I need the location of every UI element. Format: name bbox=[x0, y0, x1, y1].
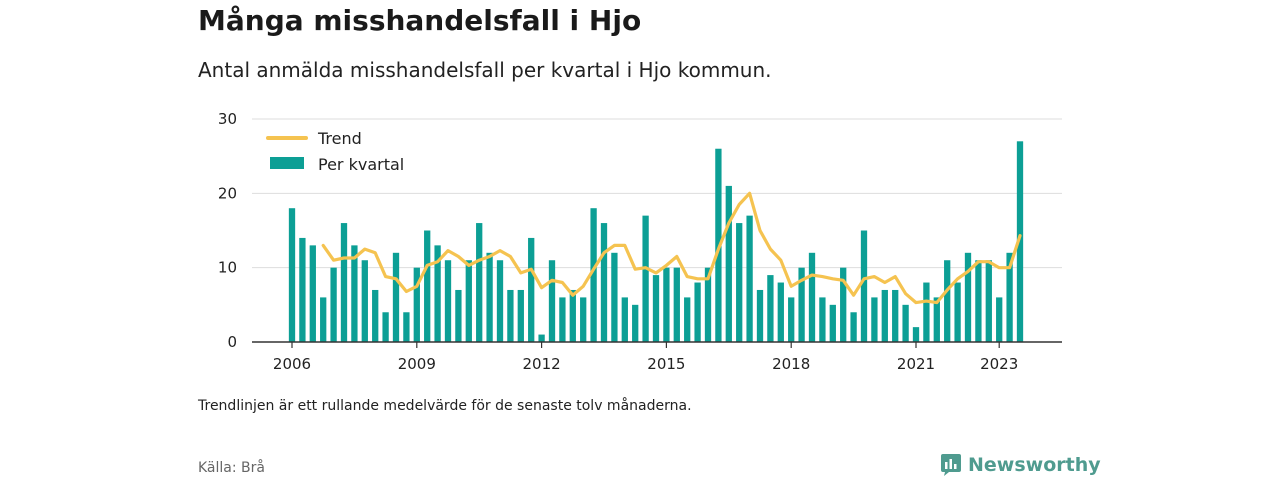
y-tick-label: 20 bbox=[218, 184, 237, 202]
x-tick-label: 2018 bbox=[772, 355, 810, 373]
bar bbox=[340, 223, 348, 342]
bar bbox=[663, 267, 670, 342]
bar bbox=[704, 267, 712, 342]
y-tick-label: 10 bbox=[218, 259, 237, 277]
bar bbox=[892, 289, 899, 342]
bar bbox=[507, 289, 514, 342]
bar bbox=[580, 297, 587, 342]
bar bbox=[736, 223, 743, 342]
bar bbox=[871, 297, 878, 342]
x-tick-label: 2015 bbox=[647, 355, 685, 373]
x-tick-label: 2021 bbox=[897, 355, 935, 373]
bar bbox=[548, 260, 556, 342]
y-tick-label: 0 bbox=[227, 333, 237, 351]
bar bbox=[444, 260, 452, 342]
bar bbox=[933, 297, 940, 342]
bar bbox=[777, 282, 784, 342]
logo-chart-icon bbox=[941, 454, 961, 476]
bar bbox=[403, 312, 410, 342]
bar bbox=[694, 282, 701, 342]
legend-bar-label: Per kvartal bbox=[318, 155, 404, 174]
bar bbox=[424, 230, 431, 342]
bar bbox=[351, 245, 358, 342]
bar bbox=[944, 260, 951, 342]
bar bbox=[434, 245, 441, 342]
bar bbox=[642, 215, 649, 342]
bar bbox=[850, 312, 857, 342]
bar bbox=[829, 304, 836, 342]
legend: Trend Per kvartal bbox=[266, 129, 404, 174]
bar bbox=[299, 237, 306, 342]
footnote: Trendlinjen är ett rullande medelvärde f… bbox=[198, 398, 692, 414]
bar bbox=[538, 334, 545, 342]
bar bbox=[881, 289, 888, 342]
trend-line bbox=[321, 191, 1022, 305]
bar bbox=[746, 215, 753, 342]
trend-series bbox=[321, 191, 1022, 305]
bar bbox=[528, 237, 535, 342]
bar bbox=[569, 289, 576, 342]
legend-bar-swatch bbox=[270, 157, 304, 169]
chart-svg: 0 10 20 30 2006 2009 2012 2015 2018 2021 2023 Tre… bbox=[218, 110, 1062, 373]
source-text: Källa: Brå bbox=[198, 460, 265, 476]
bar bbox=[860, 230, 868, 342]
bar bbox=[673, 267, 680, 342]
bar bbox=[975, 260, 982, 342]
bar bbox=[632, 304, 639, 342]
x-axis-ticks: 2006 2009 2012 2015 2018 2021 2023 bbox=[273, 342, 1018, 373]
bar bbox=[517, 289, 524, 342]
newsworthy-logo[interactable]: Newsworthy bbox=[940, 451, 1101, 479]
bar bbox=[600, 223, 608, 342]
bar bbox=[372, 289, 379, 342]
bar bbox=[361, 260, 368, 342]
bar bbox=[382, 312, 389, 342]
y-tick-label: 30 bbox=[218, 110, 237, 128]
bar bbox=[590, 208, 597, 342]
bar bbox=[684, 297, 691, 342]
bar bbox=[309, 245, 316, 342]
y-axis-ticks: 0 10 20 30 bbox=[218, 110, 237, 351]
bar bbox=[996, 297, 1003, 342]
bar bbox=[652, 275, 660, 342]
chart-subtitle: Antal anmälda misshandelsfall per kvarta… bbox=[198, 58, 772, 82]
bar bbox=[392, 252, 400, 342]
bar bbox=[819, 297, 826, 342]
bar bbox=[840, 267, 847, 342]
bar bbox=[621, 297, 628, 342]
bar bbox=[985, 260, 992, 342]
x-tick-label: 2009 bbox=[398, 355, 436, 373]
x-tick-label: 2012 bbox=[523, 355, 561, 373]
bar bbox=[413, 267, 420, 342]
x-tick-label: 2006 bbox=[273, 355, 311, 373]
bar bbox=[767, 275, 774, 342]
bar bbox=[798, 267, 805, 342]
bar bbox=[1016, 141, 1024, 342]
bar bbox=[465, 260, 472, 342]
legend-trend-label: Trend bbox=[317, 129, 362, 148]
x-tick-label: 2023 bbox=[980, 355, 1018, 373]
bar bbox=[808, 252, 816, 342]
bar bbox=[496, 260, 504, 342]
logo-text: Newsworthy bbox=[968, 454, 1101, 476]
bar bbox=[954, 282, 961, 342]
bar bbox=[320, 297, 327, 342]
bar bbox=[1006, 252, 1013, 342]
bar bbox=[486, 252, 493, 342]
bar bbox=[455, 289, 462, 342]
bar bbox=[756, 289, 764, 342]
bar bbox=[788, 297, 795, 342]
bar bbox=[330, 267, 337, 342]
bar bbox=[725, 185, 732, 342]
bar bbox=[288, 208, 296, 342]
bar bbox=[912, 327, 920, 342]
bar bbox=[559, 297, 566, 342]
bar bbox=[923, 282, 930, 342]
bar bbox=[964, 252, 972, 342]
bar bbox=[476, 223, 483, 342]
bar bbox=[902, 304, 909, 342]
chart-title: Många misshandelsfall i Hjo bbox=[198, 4, 642, 37]
bar bbox=[611, 252, 618, 342]
grid-lines bbox=[252, 118, 1062, 269]
